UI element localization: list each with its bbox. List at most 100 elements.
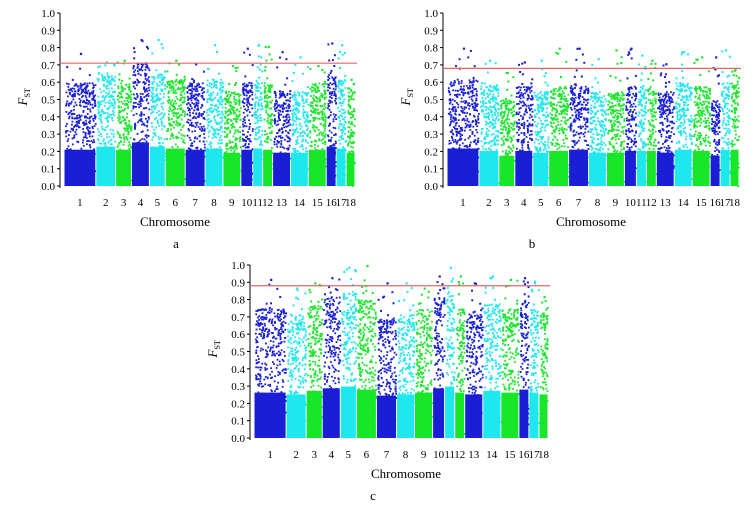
snp-point — [560, 113, 563, 115]
snp-point — [293, 129, 296, 132]
chromosome-1-points — [64, 52, 97, 186]
snp-point — [352, 113, 354, 116]
snp-point — [508, 150, 510, 153]
snp-point — [176, 98, 179, 100]
snp-point — [542, 123, 545, 126]
snp-point — [317, 129, 320, 131]
snp-point — [156, 103, 159, 106]
snp-point — [121, 116, 124, 119]
snp-point — [337, 81, 340, 84]
snp-point — [146, 66, 149, 69]
snp-point — [543, 93, 546, 96]
snp-point — [231, 126, 233, 129]
snp-point — [141, 120, 144, 123]
snp-point — [122, 102, 124, 105]
snp-point — [206, 100, 209, 103]
snp-point — [333, 92, 336, 94]
snp-point — [510, 108, 513, 111]
snp-outlier — [352, 82, 355, 85]
snp-point — [562, 105, 565, 108]
snp-point — [94, 99, 96, 102]
snp-point — [530, 98, 532, 100]
snp-outlier — [505, 97, 507, 100]
snp-point — [254, 102, 257, 105]
snp-point — [190, 125, 193, 127]
snp-point — [206, 89, 209, 92]
snp-point — [257, 101, 260, 104]
snp-point — [494, 107, 496, 109]
snp-point — [508, 109, 511, 112]
snp-point — [552, 92, 555, 95]
snp-point — [502, 121, 505, 124]
snp-point — [120, 85, 123, 87]
snp-point — [472, 125, 475, 128]
snp-point — [108, 96, 110, 98]
snp-point — [144, 68, 147, 71]
snp-point — [507, 111, 510, 114]
snp-point — [281, 127, 283, 130]
snp-point — [337, 87, 340, 89]
snp-point — [256, 110, 258, 113]
snp-point — [449, 93, 452, 96]
snp-point — [579, 92, 582, 95]
snp-point — [295, 108, 298, 111]
snp-point — [562, 128, 565, 131]
snp-point — [497, 92, 500, 95]
snp-point — [89, 92, 91, 94]
snp-point — [264, 86, 267, 89]
snp-point — [101, 128, 104, 130]
snp-point — [448, 142, 451, 145]
snp-point — [269, 139, 272, 141]
snp-point — [348, 136, 351, 139]
snp-point — [153, 129, 156, 131]
snp-point — [329, 96, 331, 98]
snp-point — [147, 116, 150, 118]
snp-point — [347, 144, 349, 147]
snp-point — [486, 86, 489, 89]
snp-point — [256, 117, 259, 119]
snp-point — [506, 117, 509, 120]
snp-point — [278, 130, 281, 132]
snp-point — [537, 96, 539, 99]
snp-point — [219, 121, 222, 124]
snp-point — [525, 90, 528, 93]
snp-point — [90, 115, 93, 118]
snp-point — [242, 139, 245, 142]
snp-point — [334, 93, 337, 96]
snp-point — [341, 94, 343, 97]
x-tick-label: 6 — [556, 197, 562, 209]
snp-point — [113, 80, 116, 82]
snp-outlier — [286, 77, 289, 80]
snp-point — [466, 112, 469, 114]
snp-point — [236, 116, 239, 118]
snp-point — [287, 99, 290, 102]
snp-point — [87, 140, 90, 142]
snp-point — [137, 80, 139, 82]
snp-point — [163, 77, 165, 80]
snp-point — [225, 120, 228, 123]
snp-point — [317, 108, 319, 111]
snp-point — [182, 88, 185, 91]
snp-point — [215, 128, 218, 131]
snp-point — [124, 107, 126, 110]
snp-outlier — [71, 78, 74, 81]
snp-point — [169, 124, 171, 127]
snp-point — [259, 126, 262, 128]
snp-point — [572, 102, 575, 105]
snp-point — [295, 123, 298, 126]
snp-point — [459, 88, 462, 91]
snp-point — [172, 108, 175, 111]
snp-point — [134, 127, 136, 129]
snp-point — [324, 143, 327, 145]
snp-peak — [488, 59, 492, 62]
snp-point — [531, 95, 533, 97]
snp-point — [319, 104, 322, 107]
snp-outlier — [331, 59, 334, 62]
snp-point — [488, 99, 491, 102]
snp-outlier — [133, 51, 136, 54]
snp-point — [182, 124, 185, 127]
snp-point — [464, 92, 467, 94]
snp-point — [306, 113, 309, 116]
snp-point — [118, 100, 121, 103]
snp-point — [351, 98, 353, 100]
